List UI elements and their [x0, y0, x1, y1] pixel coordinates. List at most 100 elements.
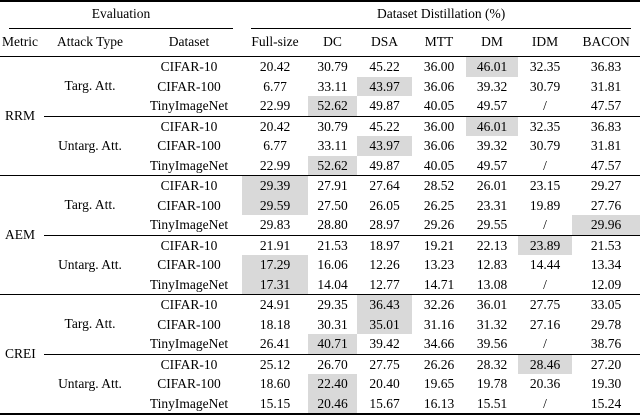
dataset-label: TinyImageNet — [149, 217, 229, 232]
value-cell: 29.83 — [259, 217, 291, 232]
value-cell: 23.15 — [518, 175, 573, 196]
value-cell: 27.50 — [317, 197, 348, 213]
value-cell: 6.77 — [263, 78, 287, 94]
table-row: CIFAR-100 29.59 27.50 26.05 26.25 23.31 19.89 2… — [0, 195, 640, 215]
value-cell: 30.79 — [529, 138, 561, 153]
value-cell-highlighted: 17.29 — [242, 255, 309, 275]
value-cell: 23.31 — [476, 197, 508, 213]
table-row: TinyImageNet 17.31 14.04 12.77 14.71 13.08 / 12… — [0, 274, 640, 295]
column-header-mtt: MTT — [412, 29, 467, 57]
value-cell: 19.65 — [423, 376, 455, 391]
value-cell: / — [543, 98, 547, 113]
dataset-label: CIFAR-10 — [136, 294, 243, 315]
value-cell: 24.91 — [242, 294, 309, 315]
table-row: CIFAR-100 18.18 30.31 35.01 31.16 31.32 27.16 2… — [0, 314, 640, 334]
value-cell-highlighted: 46.01 — [466, 56, 519, 77]
value-cell: 30.79 — [308, 115, 358, 136]
value-cell: 34.66 — [423, 336, 455, 351]
table-row: Untarg. Att. CIFAR-10 20.42 30.79 45.22 36.00… — [0, 115, 640, 176]
table-row: TinyImageNet 22.99 52.62 49.87 40.05 49.57 / 47… — [0, 155, 640, 176]
dataset-label: TinyImageNet — [149, 395, 229, 411]
dataset-label: CIFAR-100 — [157, 316, 221, 332]
value-cell: 29.78 — [590, 316, 622, 332]
attack-type-label: Targ. Att. — [64, 78, 116, 94]
value-cell: 19.21 — [412, 234, 467, 255]
value-cell: 36.06 — [423, 138, 455, 153]
value-cell: / — [543, 276, 547, 292]
value-cell: 18.60 — [259, 376, 291, 391]
attack-type-label: Untarg. Att. — [44, 115, 136, 176]
dataset-label: CIFAR-100 — [157, 257, 221, 272]
value-cell: 12.09 — [590, 276, 622, 292]
value-cell: 36.01 — [466, 294, 519, 315]
group-header-distillation-label: Dataset Distillation (%) — [251, 2, 632, 29]
value-cell: 16.13 — [423, 395, 455, 411]
value-cell: 47.57 — [590, 98, 622, 113]
value-cell: 27.75 — [357, 353, 413, 374]
value-cell: 21.91 — [242, 234, 309, 255]
value-cell: 30.79 — [317, 59, 348, 74]
value-cell: 39.32 — [476, 138, 508, 153]
dataset-label: TinyImageNet — [149, 157, 229, 173]
value-cell: 20.42 — [242, 115, 309, 136]
table-row: TinyImageNet 15.15 20.46 15.67 16.13 15.51 / 15… — [0, 393, 640, 414]
table-row: TinyImageNet 22.99 52.62 49.87 40.05 49.57 / 47… — [0, 96, 640, 116]
value-cell: 27.75 — [518, 294, 573, 315]
metric-label: CREI — [0, 294, 44, 414]
value-cell: 40.05 — [423, 98, 455, 113]
value-cell: 15.15 — [259, 395, 291, 411]
value-cell: 31.32 — [476, 316, 508, 332]
dataset-label: CIFAR-100 — [157, 197, 221, 213]
value-cell: 49.57 — [476, 98, 508, 113]
value-cell-highlighted: 43.97 — [357, 136, 413, 156]
table-row: Untarg. Att. CIFAR-10 25.12 26.70 27.75 26.26… — [0, 353, 640, 414]
value-cell: 40.05 — [423, 157, 455, 173]
value-cell: 33.11 — [317, 78, 348, 94]
dataset-label: TinyImageNet — [149, 336, 229, 351]
value-cell: 26.01 — [466, 175, 519, 196]
group-header-evaluation-label: Evaluation — [9, 2, 234, 29]
value-cell: 47.57 — [590, 157, 622, 173]
attack-type-label: Untarg. Att. — [44, 234, 136, 295]
value-cell-highlighted: 46.01 — [466, 115, 519, 136]
value-cell: 19.30 — [590, 376, 622, 391]
column-header-dm: DM — [466, 29, 519, 57]
value-cell: 30.31 — [317, 316, 348, 332]
group-header-evaluation: Evaluation — [0, 1, 242, 29]
value-cell: 27.64 — [357, 175, 413, 196]
value-cell: 29.35 — [308, 294, 358, 315]
value-cell: 19.78 — [476, 376, 508, 391]
value-cell: 49.87 — [369, 157, 400, 173]
value-cell: 13.08 — [476, 276, 508, 292]
value-cell: 36.06 — [423, 78, 455, 94]
table-row: TinyImageNet 26.41 40.71 39.42 34.66 39.56 / 38… — [0, 334, 640, 354]
dataset-label: CIFAR-10 — [136, 115, 243, 136]
attack-type-label: Targ. Att. — [44, 294, 136, 354]
attack-type-label: Targ. Att. — [44, 175, 136, 235]
dataset-label: CIFAR-100 — [157, 138, 221, 153]
value-cell: 21.53 — [308, 234, 358, 255]
value-cell: 49.87 — [369, 98, 400, 113]
value-cell: 45.22 — [357, 115, 413, 136]
value-cell-highlighted: 40.71 — [308, 334, 358, 354]
table-header: Evaluation Dataset Distillation (%) Metr… — [0, 1, 640, 57]
value-cell: 16.06 — [317, 257, 348, 272]
value-cell: 25.12 — [242, 353, 309, 374]
value-cell: 18.18 — [259, 316, 291, 332]
value-cell: 6.77 — [263, 138, 287, 153]
value-cell: 22.99 — [259, 98, 291, 113]
value-cell: 15.24 — [590, 395, 622, 411]
column-header-dataset: Dataset — [136, 29, 243, 57]
value-cell: 26.05 — [369, 197, 400, 213]
value-cell: / — [543, 336, 547, 351]
value-cell-highlighted: 43.97 — [357, 76, 413, 96]
value-cell: 30.79 — [529, 78, 561, 94]
table-row: CIFAR-100 17.29 16.06 12.26 13.23 12.83 14.44 1… — [0, 255, 640, 275]
group-header-distillation: Dataset Distillation (%) — [242, 1, 640, 29]
dataset-label: CIFAR-100 — [157, 376, 221, 391]
attack-type-label: Untarg. Att. — [44, 353, 136, 414]
value-cell: 28.97 — [369, 217, 400, 232]
value-cell: 36.00 — [423, 59, 455, 74]
value-cell: 14.71 — [423, 276, 455, 292]
